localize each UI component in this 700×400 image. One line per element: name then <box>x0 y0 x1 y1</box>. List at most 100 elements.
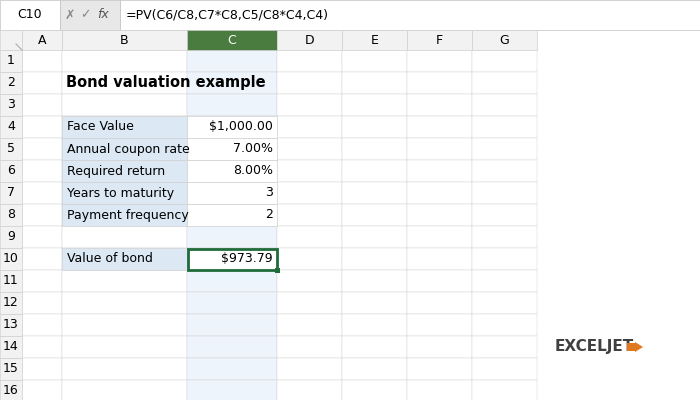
Text: Bond valuation example: Bond valuation example <box>66 76 265 90</box>
Bar <box>342 270 407 292</box>
Text: 6: 6 <box>7 164 15 178</box>
Text: 8.00%: 8.00% <box>233 164 273 178</box>
Text: ✓: ✓ <box>80 8 90 22</box>
Bar <box>407 314 472 336</box>
Text: 12: 12 <box>3 296 19 310</box>
Bar <box>60 0 120 30</box>
Bar <box>407 30 472 50</box>
Bar <box>342 30 407 50</box>
Bar <box>472 116 537 138</box>
Bar <box>187 226 277 248</box>
Bar <box>277 380 342 400</box>
Bar <box>62 314 187 336</box>
Bar <box>187 72 277 94</box>
Bar <box>187 50 277 72</box>
Bar <box>407 358 472 380</box>
Bar <box>22 226 62 248</box>
Bar <box>274 268 279 272</box>
Bar <box>472 72 537 94</box>
Bar <box>187 182 277 204</box>
Text: Value of bond: Value of bond <box>67 252 153 266</box>
Bar <box>277 94 342 116</box>
Bar <box>187 138 277 160</box>
Bar <box>62 72 187 94</box>
Bar <box>62 50 187 72</box>
Bar <box>472 30 537 50</box>
Bar <box>342 380 407 400</box>
Bar <box>472 160 537 182</box>
Bar <box>62 116 187 138</box>
Text: Annual coupon rate: Annual coupon rate <box>67 142 190 156</box>
Text: =PV(C6/C8,C7*C8,C5/C8*C4,C4): =PV(C6/C8,C7*C8,C5/C8*C4,C4) <box>126 8 329 22</box>
Text: C: C <box>228 34 237 46</box>
Bar <box>0 204 22 226</box>
Text: ✗: ✗ <box>64 8 76 22</box>
Text: Payment frequency: Payment frequency <box>67 208 189 222</box>
FancyArrow shape <box>627 342 643 352</box>
Bar <box>22 336 62 358</box>
Bar <box>62 204 187 226</box>
Bar <box>187 292 277 314</box>
Bar <box>342 160 407 182</box>
Bar <box>277 336 342 358</box>
Bar <box>62 292 187 314</box>
Bar <box>342 204 407 226</box>
Bar <box>472 314 537 336</box>
Bar <box>187 204 277 226</box>
Text: 4: 4 <box>7 120 15 134</box>
Text: fx: fx <box>97 8 109 22</box>
Bar <box>277 138 342 160</box>
Bar <box>22 30 62 50</box>
Bar <box>407 204 472 226</box>
Bar <box>22 138 62 160</box>
Bar <box>342 182 407 204</box>
Bar <box>120 0 700 30</box>
Bar <box>472 182 537 204</box>
Bar <box>342 292 407 314</box>
Bar <box>22 358 62 380</box>
Text: 3: 3 <box>7 98 15 112</box>
Bar <box>0 314 22 336</box>
Text: $973.79: $973.79 <box>221 252 273 266</box>
Text: F: F <box>436 34 443 46</box>
Bar <box>62 138 187 160</box>
Bar <box>277 50 342 72</box>
Bar <box>0 270 22 292</box>
Bar <box>277 358 342 380</box>
Bar <box>62 138 187 160</box>
Bar <box>0 292 22 314</box>
Bar <box>187 270 277 292</box>
Bar <box>0 138 22 160</box>
Text: 1: 1 <box>7 54 15 68</box>
Text: 15: 15 <box>3 362 19 376</box>
Bar <box>0 94 22 116</box>
Text: Face Value: Face Value <box>67 120 134 134</box>
Bar <box>407 94 472 116</box>
Bar <box>342 226 407 248</box>
Bar <box>62 358 187 380</box>
Bar <box>407 248 472 270</box>
Bar <box>407 138 472 160</box>
Bar <box>277 116 342 138</box>
Text: 2: 2 <box>265 208 273 222</box>
Bar <box>62 270 187 292</box>
Bar <box>62 226 187 248</box>
Bar <box>0 160 22 182</box>
Bar <box>22 248 62 270</box>
Bar <box>342 72 407 94</box>
Bar <box>187 182 277 204</box>
Text: 8: 8 <box>7 208 15 222</box>
Bar <box>277 182 342 204</box>
Bar <box>22 182 62 204</box>
Bar <box>407 292 472 314</box>
Bar <box>342 94 407 116</box>
Bar <box>187 116 277 138</box>
Bar <box>0 380 22 400</box>
Bar <box>62 248 187 270</box>
Text: D: D <box>304 34 314 46</box>
Bar <box>277 72 342 94</box>
Bar <box>0 226 22 248</box>
Bar <box>187 116 277 138</box>
Bar <box>62 248 187 270</box>
Bar <box>0 336 22 358</box>
